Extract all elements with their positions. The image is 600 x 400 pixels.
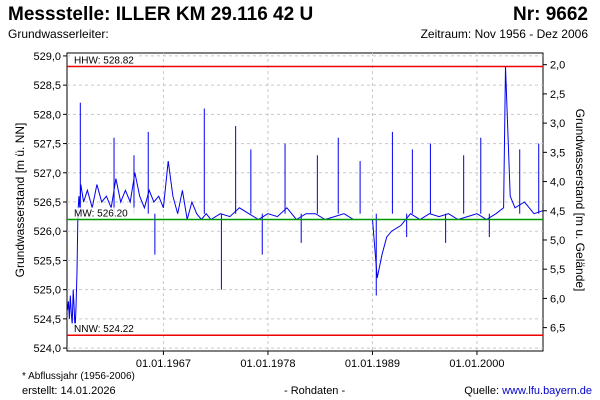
- x-tick-label: 01.01.1989: [345, 358, 400, 370]
- y-tick-label: 526,0: [33, 226, 61, 238]
- y-right-tick-label: 2,0: [550, 60, 565, 72]
- source-link[interactable]: www.lfu.bayern.de: [502, 385, 592, 397]
- y-right-tick-label: 4,5: [550, 206, 565, 218]
- y-tick-label: 524,0: [33, 343, 61, 355]
- created-date: erstellt: 14.01.2026: [22, 385, 116, 397]
- y-tick-label: 527,5: [33, 139, 61, 151]
- y-tick-label: 529,0: [33, 51, 61, 63]
- x-tick-label: 01.01.1978: [240, 358, 295, 370]
- y-axis-label-left: Grundwasserstand [m ü. NN]: [13, 123, 27, 278]
- y-tick-label: 528,0: [33, 109, 61, 121]
- y-axis-right: 2,0 2,5 3,0 3,5 4,0 4,5 5,0 5,5 6,0 6,5: [543, 60, 565, 335]
- y-tick-label: 527,0: [33, 168, 61, 180]
- aquifer-label: Grundwasserleiter:: [8, 27, 109, 41]
- ref-label-mw: MW: 526.20: [74, 209, 128, 220]
- period-label: Zeitraum: Nov 1956 - Dez 2006: [420, 27, 588, 41]
- footnote: * Abflussjahr (1956-2006): [22, 371, 135, 382]
- y-right-tick-label: 6,5: [550, 323, 565, 335]
- raw-data-label: - Rohdaten -: [284, 385, 346, 397]
- chart-title: Messstelle: ILLER KM 29.116 42 U: [8, 4, 314, 25]
- y-tick-label: 524,5: [33, 314, 61, 326]
- ref-label-hhw: HHW: 528.82: [74, 55, 134, 66]
- station-number: Nr: 9662: [513, 4, 588, 25]
- y-right-tick-label: 5,0: [550, 235, 565, 247]
- y-right-tick-label: 3,5: [550, 147, 565, 159]
- x-axis: 01.01.1967 01.01.1978 01.01.1989 01.01.2000: [136, 351, 504, 370]
- grid: [67, 53, 543, 351]
- y-tick-label: 528,5: [33, 80, 61, 92]
- y-right-tick-label: 2,5: [550, 89, 565, 101]
- ref-label-bg: [71, 323, 137, 335]
- y-axis-left: 524,0 524,5 525,0 525,5 526,0 526,5 527,0 527,5…: [33, 51, 67, 355]
- y-right-tick-label: 5,5: [550, 264, 565, 276]
- ref-label-nnw: NNW: 524.22: [74, 324, 134, 335]
- x-tick-label: 01.01.2000: [449, 358, 504, 370]
- y-right-tick-label: 3,0: [550, 118, 565, 130]
- ref-label-bg: [71, 207, 137, 219]
- y-right-tick-label: 6,0: [550, 293, 565, 305]
- x-tick-label: 01.01.1967: [136, 358, 191, 370]
- reference-lines: HHW: 528.82 MW: 526.20 NNW: 524.22: [67, 54, 543, 336]
- y-right-tick-label: 4,0: [550, 177, 565, 189]
- y-tick-label: 525,5: [33, 255, 61, 267]
- y-axis-label-right: Grundwasserstand [m u. Gelände]: [573, 109, 587, 292]
- series: [67, 66, 543, 331]
- y-tick-label: 525,0: [33, 285, 61, 297]
- ref-label-bg: [71, 54, 137, 66]
- source: Quelle: www.lfu.bayern.de: [464, 385, 592, 397]
- source-label: Quelle:: [464, 385, 503, 397]
- y-tick-label: 526,5: [33, 197, 61, 209]
